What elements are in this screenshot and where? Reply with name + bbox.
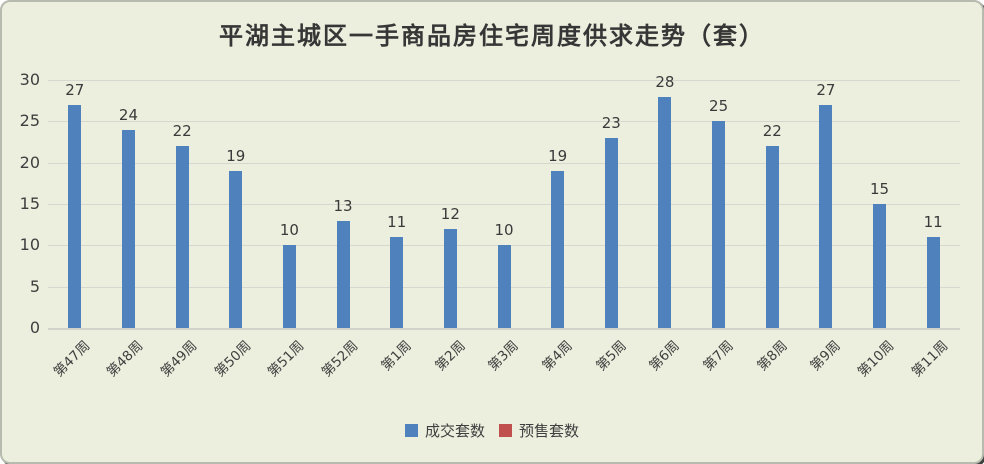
chart-title: 平湖主城区一手商品房住宅周度供求走势（套） <box>219 21 765 50</box>
bar-value-label: 13 <box>333 196 353 215</box>
x-axis-label: 第2周 <box>432 337 469 375</box>
x-axis-label: 第3周 <box>485 337 523 375</box>
x-axis-label: 第8周 <box>753 337 791 375</box>
bar <box>819 104 833 328</box>
gridline <box>48 80 960 81</box>
y-axis-tick-label: 10 <box>19 235 40 255</box>
bar <box>121 129 135 328</box>
bar-value-label: 27 <box>65 80 85 99</box>
x-axis-label: 第49周 <box>157 337 201 381</box>
x-axis-label: 第5周 <box>592 337 630 375</box>
bar-value-label: 11 <box>387 213 407 232</box>
y-axis-tick-label: 15 <box>19 194 40 213</box>
bar <box>229 170 243 328</box>
y-axis-tick-label: 0 <box>29 318 40 337</box>
bar <box>336 220 350 328</box>
bar-value-label: 24 <box>118 105 139 124</box>
x-axis-label: 第10周 <box>855 337 898 381</box>
bar <box>68 104 82 328</box>
bar-value-label: 22 <box>762 122 782 141</box>
x-axis-label: 第11周 <box>908 337 952 381</box>
legend-label: 预售套数 <box>519 422 580 440</box>
bar-value-label: 22 <box>172 122 192 141</box>
legend-label: 成交套数 <box>424 422 485 440</box>
x-axis-label: 第1周 <box>378 337 415 375</box>
bar <box>443 228 457 328</box>
bar <box>658 96 672 328</box>
bar <box>926 237 940 328</box>
bar <box>497 245 511 328</box>
x-axis-label: 第6周 <box>646 337 684 375</box>
x-axis-label: 第7周 <box>700 337 737 375</box>
bar-value-label: 12 <box>440 204 460 223</box>
bar-value-label: 11 <box>923 213 943 232</box>
y-axis-tick-label: 30 <box>19 70 40 89</box>
bar-value-label: 27 <box>816 80 836 99</box>
gridline <box>48 121 960 123</box>
gridline <box>48 162 960 164</box>
x-axis-label: 第48周 <box>104 337 147 381</box>
x-axis-label: 第50周 <box>211 337 254 381</box>
bar <box>551 170 565 328</box>
bar <box>282 245 296 328</box>
x-axis-label: 第51周 <box>265 337 308 381</box>
legend-swatch-icon <box>404 424 418 437</box>
gridline <box>48 204 960 205</box>
bar-value-label: 28 <box>655 72 675 91</box>
bar <box>712 121 726 328</box>
bar-value-label: 19 <box>548 146 568 165</box>
legend-item: 成交套数 <box>404 420 485 441</box>
bar <box>390 237 404 328</box>
y-axis-tick-label: 5 <box>29 276 40 296</box>
bar <box>873 204 887 328</box>
bar-value-label: 19 <box>226 146 246 165</box>
bar-value-label: 25 <box>709 97 729 116</box>
legend: 成交套数 预售套数 <box>2 420 982 441</box>
x-axis-label: 第4周 <box>539 337 576 375</box>
bar <box>175 146 189 328</box>
bar <box>765 146 779 328</box>
bar-value-label: 10 <box>494 221 514 240</box>
y-axis-tick-label: 20 <box>19 152 40 172</box>
bar-value-label: 23 <box>601 113 621 132</box>
x-axis-label: 第47周 <box>50 337 93 381</box>
x-axis-label: 第52周 <box>318 337 362 381</box>
legend-item: 预售套数 <box>499 420 579 441</box>
gridline <box>48 328 960 330</box>
bar-value-label: 10 <box>279 221 299 240</box>
x-axis-label: 第9周 <box>807 337 845 375</box>
bar-value-label: 15 <box>869 180 890 198</box>
plot-area <box>48 80 960 330</box>
legend-swatch-icon <box>499 424 512 437</box>
bar <box>604 137 618 328</box>
y-axis-tick-label: 25 <box>19 111 40 131</box>
